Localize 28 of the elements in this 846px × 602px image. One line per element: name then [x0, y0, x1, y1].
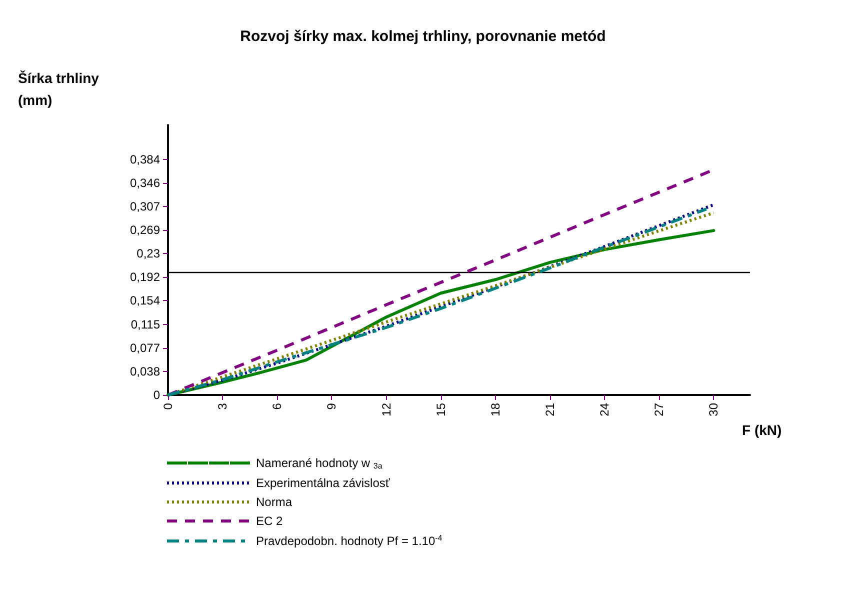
- y-tick-label: 0,384: [130, 152, 160, 166]
- legend-label: Namerané hodnoty w 3a: [256, 456, 383, 470]
- x-tick-label: 18: [488, 402, 502, 416]
- x-tick-label: 21: [542, 402, 557, 416]
- y-tick-label: 0,192: [130, 270, 160, 284]
- x-tick-label: 0: [161, 402, 175, 410]
- y-tick-label: 0,077: [130, 340, 160, 355]
- y-axis-title: Šírka trhliny (mm): [18, 70, 100, 108]
- x-tick-label: 30: [706, 402, 721, 416]
- legend-label: Norma: [256, 495, 292, 509]
- x-tick-label: 15: [434, 402, 448, 416]
- legend-label: EC 2: [256, 514, 284, 528]
- x-axis-title: F (kN): [742, 422, 782, 438]
- y-tick-label: 0,307: [130, 199, 160, 214]
- x-tick-label: 12: [379, 402, 394, 416]
- y-tick-label: 0,154: [130, 294, 160, 308]
- y-tick-label: 0,346: [130, 176, 160, 190]
- x-tick-label: 3: [216, 402, 230, 410]
- x-tick-label: 24: [598, 402, 612, 416]
- y-tick-label: 0,115: [130, 317, 160, 332]
- y-tick-label: 0,038: [130, 364, 160, 378]
- x-tick-label: 9: [324, 402, 339, 410]
- x-tick-label: 6: [270, 402, 284, 410]
- chart-title: Rozvoj šírky max. kolmej trhliny, porovnanie metód: [240, 28, 606, 45]
- x-tick-label: 27: [652, 402, 666, 416]
- y-tick-label: 0,23: [136, 246, 160, 261]
- legend-label: Experimentálna závislosť: [256, 476, 390, 490]
- y-tick-label: 0,269: [130, 223, 160, 238]
